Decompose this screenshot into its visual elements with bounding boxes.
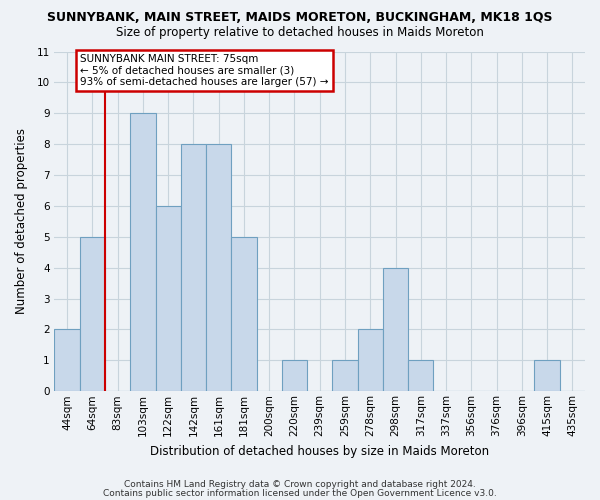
- Text: SUNNYBANK MAIN STREET: 75sqm
← 5% of detached houses are smaller (3)
93% of semi: SUNNYBANK MAIN STREET: 75sqm ← 5% of det…: [80, 54, 329, 87]
- Text: Contains HM Land Registry data © Crown copyright and database right 2024.: Contains HM Land Registry data © Crown c…: [124, 480, 476, 489]
- Bar: [535, 360, 560, 392]
- X-axis label: Distribution of detached houses by size in Maids Moreton: Distribution of detached houses by size …: [150, 444, 489, 458]
- Y-axis label: Number of detached properties: Number of detached properties: [15, 128, 28, 314]
- Bar: [231, 237, 257, 392]
- Text: Contains public sector information licensed under the Open Government Licence v3: Contains public sector information licen…: [103, 488, 497, 498]
- Bar: [155, 206, 181, 392]
- Bar: [408, 360, 433, 392]
- Bar: [332, 360, 358, 392]
- Bar: [282, 360, 307, 392]
- Bar: [55, 330, 80, 392]
- Bar: [130, 114, 155, 392]
- Bar: [358, 330, 383, 392]
- Bar: [181, 144, 206, 392]
- Text: SUNNYBANK, MAIN STREET, MAIDS MORETON, BUCKINGHAM, MK18 1QS: SUNNYBANK, MAIN STREET, MAIDS MORETON, B…: [47, 11, 553, 24]
- Bar: [80, 237, 105, 392]
- Text: Size of property relative to detached houses in Maids Moreton: Size of property relative to detached ho…: [116, 26, 484, 39]
- Bar: [383, 268, 408, 392]
- Bar: [206, 144, 231, 392]
